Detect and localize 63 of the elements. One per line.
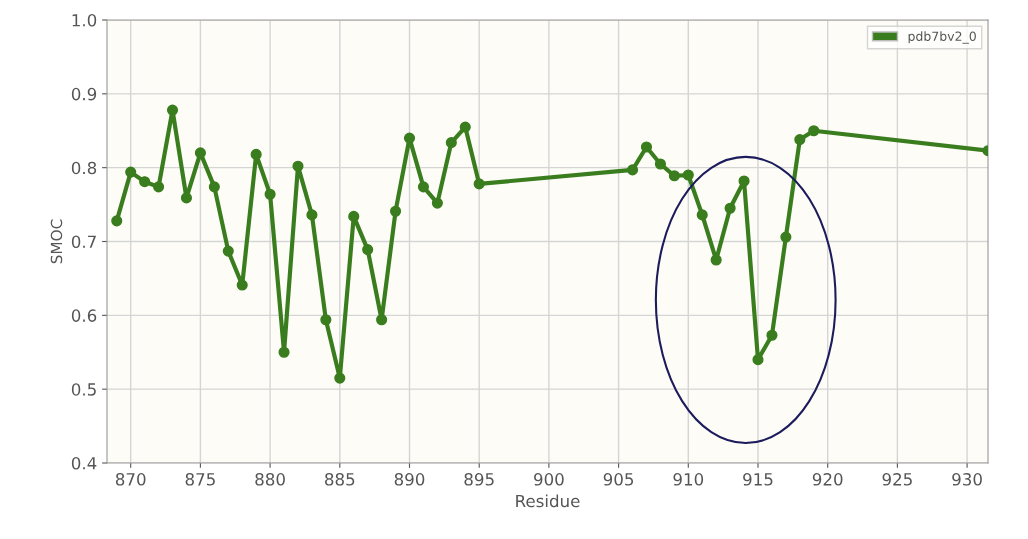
point xyxy=(473,178,485,190)
point xyxy=(710,254,722,266)
x-tick-label: 930 xyxy=(952,473,982,486)
point xyxy=(292,160,304,172)
point xyxy=(417,181,429,193)
y-tick-label: 0.4 xyxy=(71,456,97,470)
point xyxy=(278,346,290,358)
x-tick-label: 895 xyxy=(464,473,494,486)
y-axis-title: SMOC xyxy=(50,219,63,264)
point xyxy=(794,134,806,146)
point xyxy=(180,192,193,204)
point xyxy=(668,170,680,182)
point xyxy=(222,245,234,257)
x-tick-label: 925 xyxy=(882,473,912,486)
x-axis-title: Residue xyxy=(516,494,580,508)
point xyxy=(780,231,792,243)
point xyxy=(459,121,471,133)
x-tick-label: 880 xyxy=(255,473,285,486)
point xyxy=(153,181,165,193)
point xyxy=(348,210,360,222)
y-tick-label: 0.7 xyxy=(71,235,96,249)
point xyxy=(306,209,318,221)
x-tick-label: 900 xyxy=(534,473,564,486)
point xyxy=(696,209,708,221)
point xyxy=(250,148,262,160)
x-tick-label: 870 xyxy=(115,473,146,486)
x-tick-label: 905 xyxy=(603,473,634,486)
y-tick-label: 0.8 xyxy=(71,161,97,175)
point xyxy=(724,202,736,214)
point xyxy=(403,132,416,144)
point xyxy=(389,205,402,217)
point xyxy=(752,354,764,366)
point xyxy=(376,314,388,326)
x-tick-label: 875 xyxy=(185,473,215,486)
point xyxy=(236,279,248,291)
point xyxy=(125,166,137,178)
x-tick-label: 920 xyxy=(812,473,843,486)
x-tick-label: 885 xyxy=(325,473,355,486)
legend-label: pdb7bv2_0 xyxy=(908,31,976,44)
y-tick-label: 0.6 xyxy=(71,309,97,322)
y-tick-label: 0.9 xyxy=(71,87,97,101)
point xyxy=(111,215,123,227)
point xyxy=(166,104,179,116)
point xyxy=(445,137,457,149)
point xyxy=(334,372,346,384)
x-tick-label: 910 xyxy=(673,473,704,486)
point xyxy=(682,169,694,181)
point xyxy=(640,141,653,153)
point xyxy=(320,314,332,326)
point xyxy=(626,164,639,176)
point xyxy=(362,244,374,256)
point xyxy=(766,329,778,341)
point xyxy=(139,176,151,188)
y-tick-label: 1.0 xyxy=(72,13,97,27)
x-tick-label: 890 xyxy=(394,473,425,486)
point xyxy=(738,175,750,187)
point xyxy=(654,158,666,170)
point xyxy=(208,181,220,193)
point xyxy=(808,125,820,137)
x-tick-label: 915 xyxy=(743,473,773,486)
point xyxy=(264,188,276,200)
point xyxy=(431,197,443,209)
y-tick-label: 0.5 xyxy=(71,383,96,396)
